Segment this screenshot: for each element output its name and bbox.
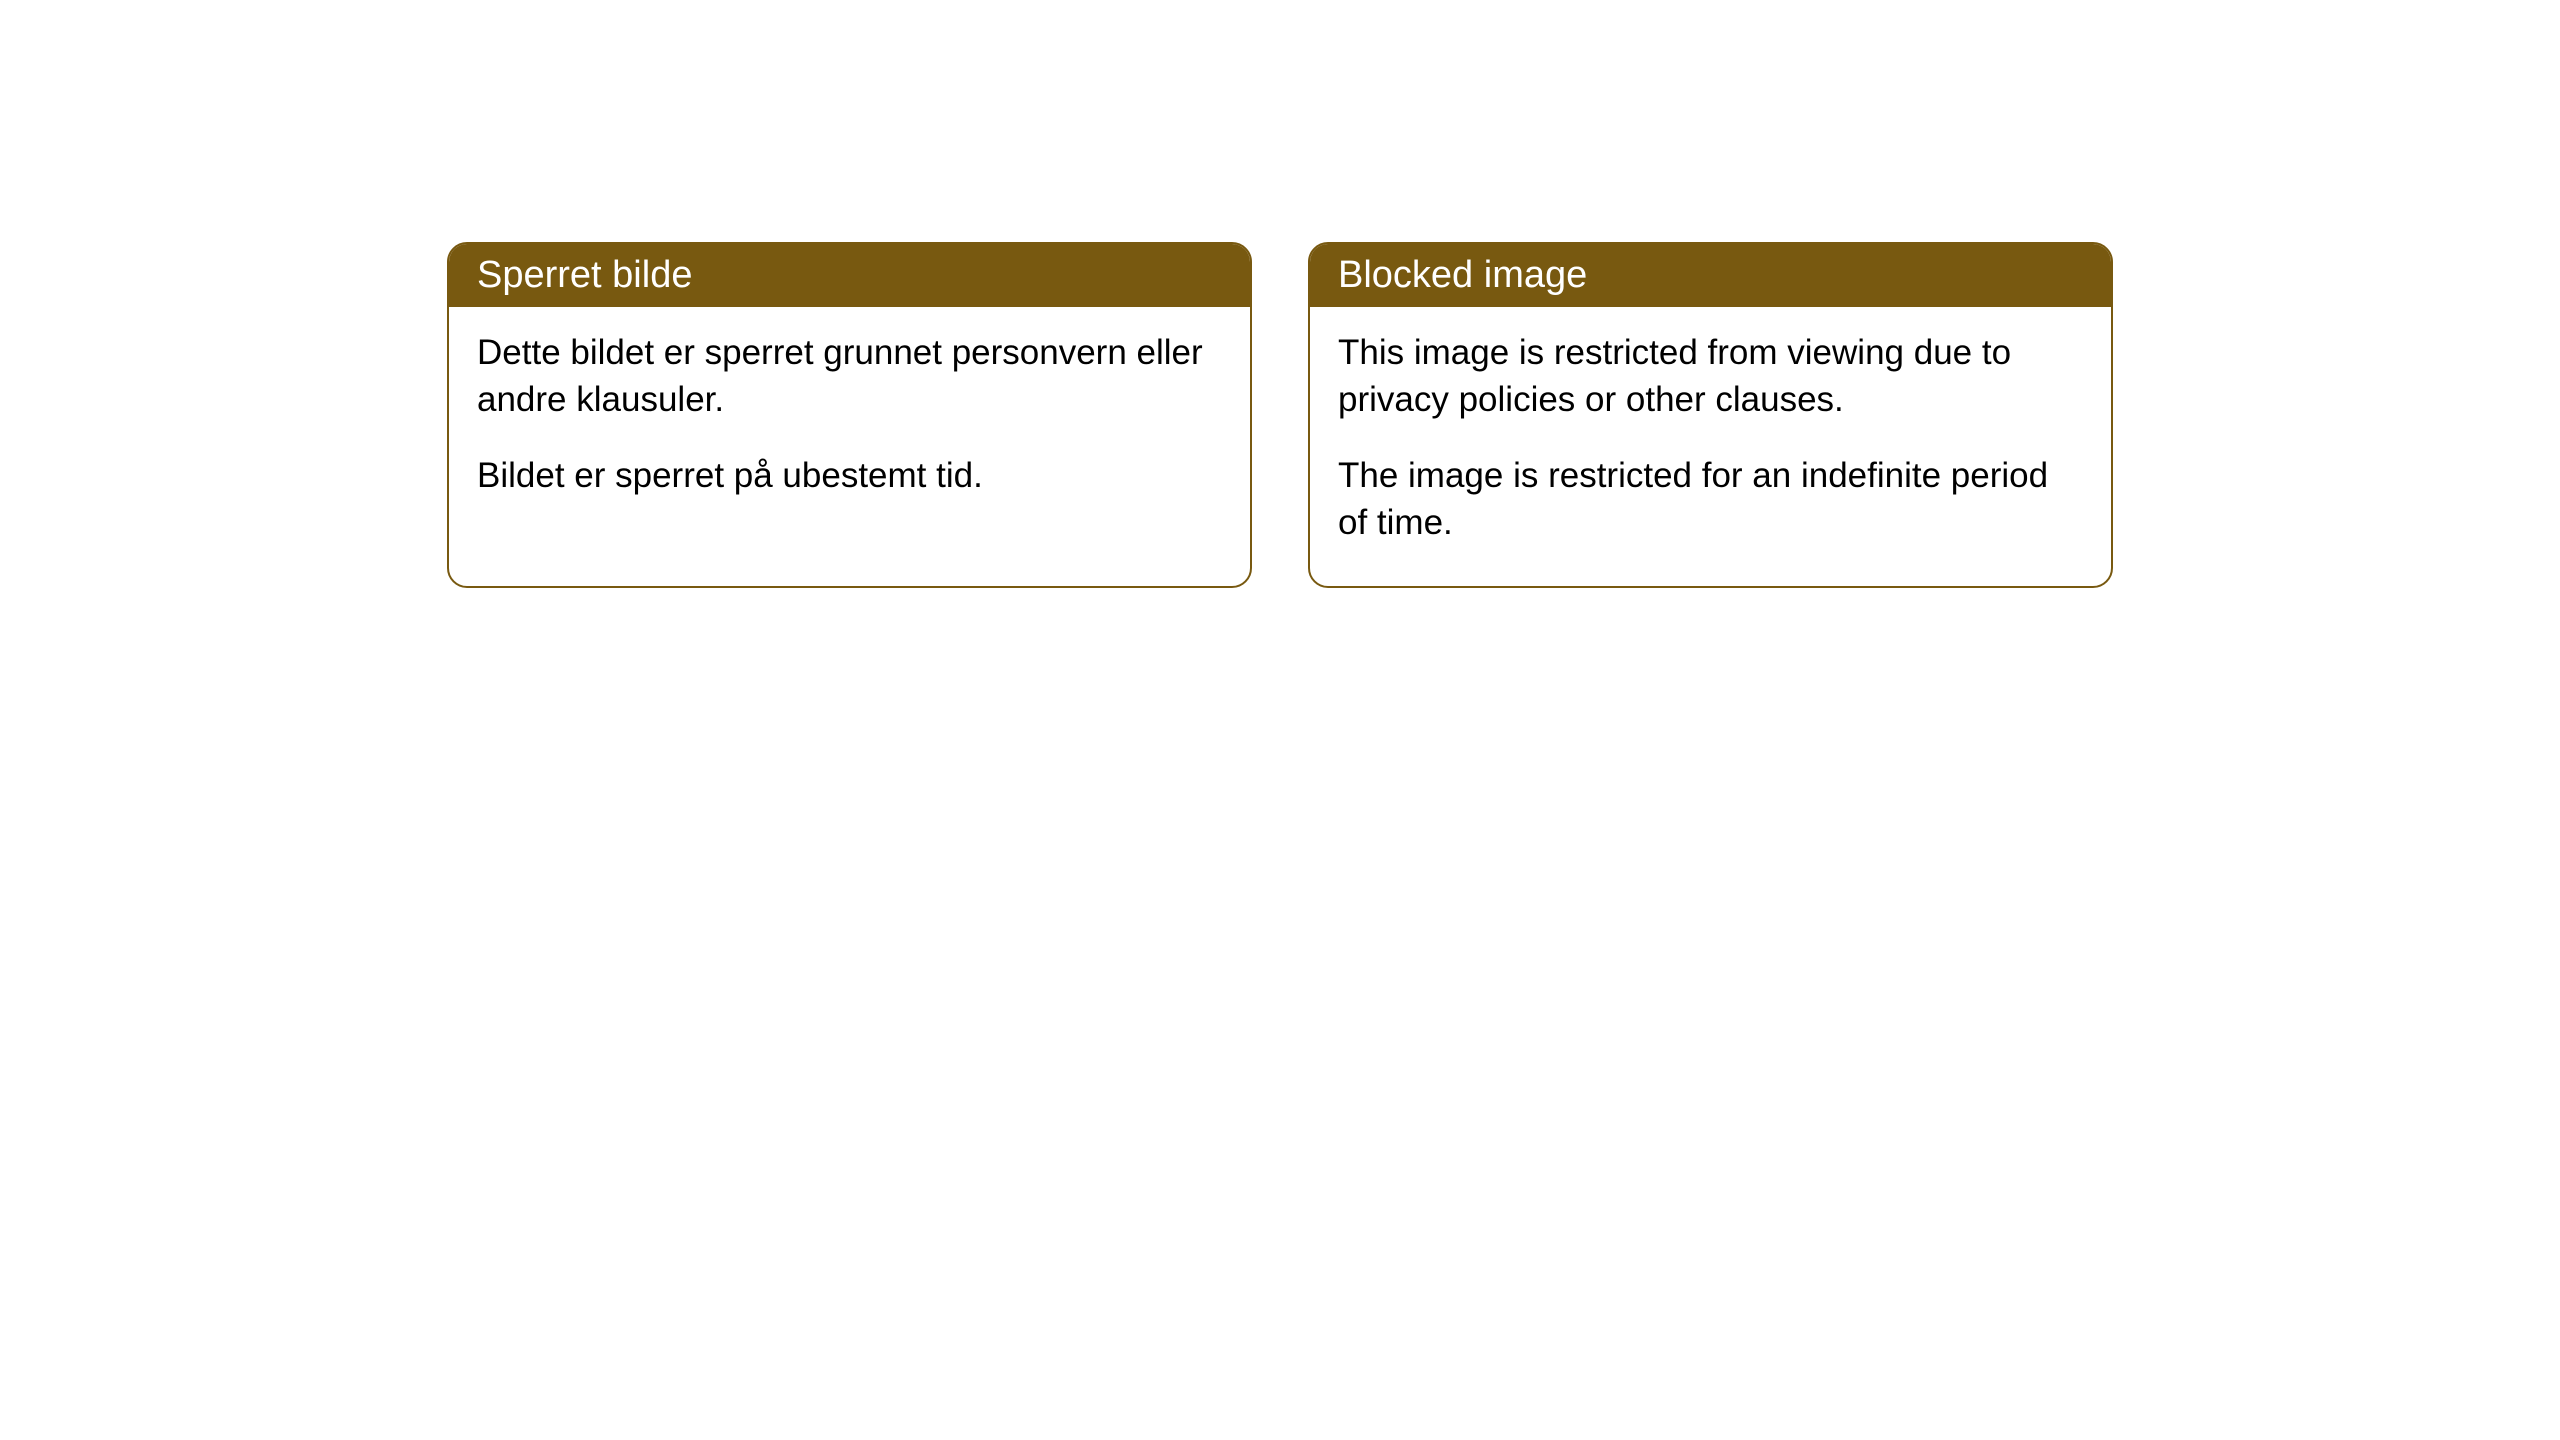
card-body-no: Dette bildet er sperret grunnet personve… — [449, 307, 1250, 539]
card-text-en-1: This image is restricted from viewing du… — [1338, 329, 2083, 424]
card-text-en-2: The image is restricted for an indefinit… — [1338, 452, 2083, 547]
cards-container: Sperret bilde Dette bildet er sperret gr… — [447, 242, 2113, 588]
card-text-no-2: Bildet er sperret på ubestemt tid. — [477, 452, 1222, 499]
blocked-image-card-en: Blocked image This image is restricted f… — [1308, 242, 2113, 588]
card-body-en: This image is restricted from viewing du… — [1310, 307, 2111, 586]
blocked-image-card-no: Sperret bilde Dette bildet er sperret gr… — [447, 242, 1252, 588]
card-header-no: Sperret bilde — [449, 244, 1250, 307]
card-text-no-1: Dette bildet er sperret grunnet personve… — [477, 329, 1222, 424]
card-header-en: Blocked image — [1310, 244, 2111, 307]
